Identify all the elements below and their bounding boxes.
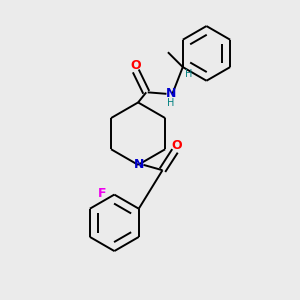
Text: O: O [171,139,182,152]
Text: N: N [134,158,144,171]
Text: H: H [185,69,193,79]
Text: O: O [130,59,141,72]
Text: N: N [166,87,176,100]
Text: H: H [167,98,175,108]
Text: F: F [98,187,106,200]
